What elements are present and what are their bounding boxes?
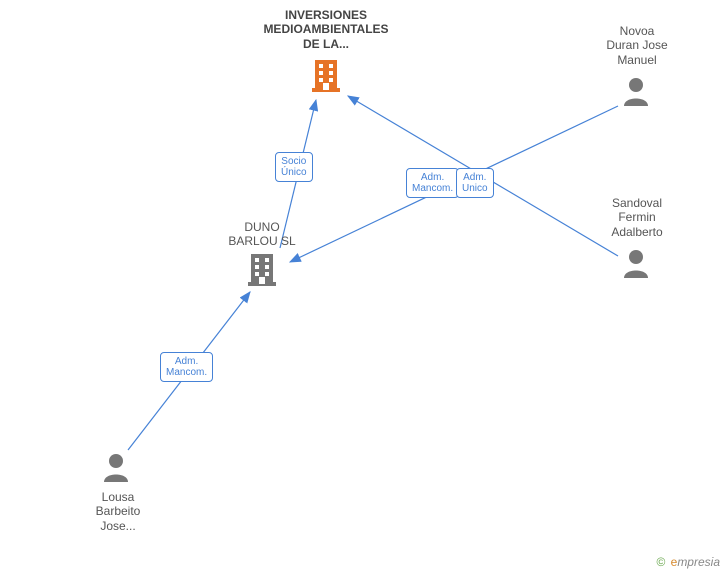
- brand-rest: mpresia: [677, 555, 720, 569]
- edge-label: Adm.Mancom.: [406, 168, 459, 198]
- copyright-symbol: ©: [656, 555, 665, 569]
- edge-label: Adm.Mancom.: [160, 352, 213, 382]
- person-icon: [622, 248, 650, 283]
- edges-layer: [0, 0, 728, 575]
- building-icon-highlight: [310, 58, 342, 97]
- node-label-inversiones: INVERSIONESMEDIOAMBIENTALESDE LA...: [256, 8, 396, 51]
- person-icon: [622, 76, 650, 111]
- node-label-duno: DUNOBARLOU SL: [217, 220, 307, 249]
- node-label-novoa: NovoaDuran JoseManuel: [592, 24, 682, 67]
- edge-label: SocioÚnico: [275, 152, 313, 182]
- person-icon: [102, 452, 130, 487]
- node-label-lousa: LousaBarbeitoJose...: [78, 490, 158, 533]
- edge-label: Adm.Unico: [456, 168, 494, 198]
- building-icon: [246, 252, 278, 291]
- node-label-sandoval: SandovalFerminAdalberto: [592, 196, 682, 239]
- footer-brand: © empresia: [656, 555, 720, 569]
